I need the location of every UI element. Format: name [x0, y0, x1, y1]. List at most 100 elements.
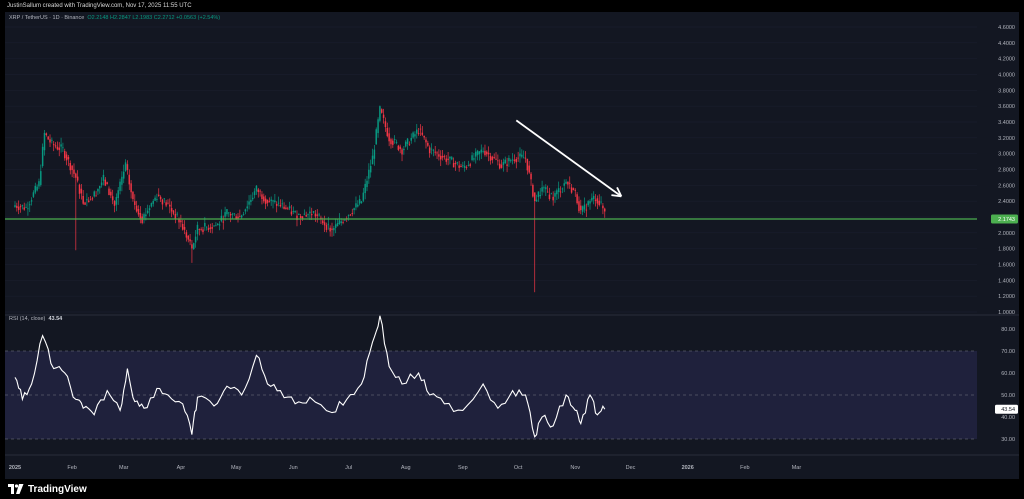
candle-body: [82, 195, 84, 204]
symbol-title: XRP / TetherUS · 1D · Binance: [9, 15, 85, 21]
candle-body: [439, 155, 442, 160]
candle-body: [462, 165, 464, 167]
candle-body: [498, 163, 501, 169]
candle-body: [454, 162, 457, 165]
price-axis-label: 2.0000: [998, 231, 1015, 237]
candle-body: [524, 157, 527, 159]
candle-body: [552, 196, 554, 201]
candle-body: [16, 205, 18, 208]
candle-body: [565, 181, 567, 184]
candle-body: [576, 194, 578, 204]
candle-body: [263, 196, 265, 202]
candle-body: [364, 183, 366, 194]
candle-body: [368, 169, 370, 179]
candle-body: [550, 193, 553, 195]
candle-body: [314, 213, 317, 217]
candle-body: [556, 190, 558, 195]
candle-body: [493, 157, 495, 158]
price-axis-label: 2.8000: [998, 168, 1015, 174]
candle-body: [161, 199, 164, 205]
candle-body: [390, 139, 392, 145]
time-axis-label: Sep: [458, 465, 468, 471]
candle-body: [242, 214, 245, 215]
candle-body: [19, 206, 22, 208]
candle-body: [336, 223, 339, 227]
candles: [14, 105, 606, 293]
candle-body: [102, 174, 105, 181]
candle-body: [65, 154, 68, 161]
candle-body: [268, 201, 271, 203]
downtrend-arrow: [515, 119, 622, 198]
candle-body: [158, 194, 160, 197]
candle-body: [215, 225, 217, 227]
candle-body: [375, 129, 377, 145]
rsi-axis-label: 50.00: [1001, 393, 1015, 399]
candle-body: [51, 139, 53, 141]
candle-body: [274, 200, 276, 203]
candle-body: [561, 188, 564, 190]
candle-body: [581, 206, 584, 212]
ohlc-open: O2.2148: [87, 15, 109, 21]
candle-body: [425, 139, 427, 143]
candle-body: [152, 200, 154, 204]
candle-body: [393, 139, 396, 141]
candle-body: [62, 147, 64, 149]
candle-body: [233, 213, 236, 215]
candle-body: [270, 199, 272, 201]
candle-body: [298, 213, 300, 215]
candle-body: [110, 191, 112, 196]
candle-body: [207, 228, 210, 230]
candle-body: [143, 214, 145, 219]
candle-body: [329, 227, 331, 232]
candle-body: [445, 158, 448, 162]
time-axis-label: Feb: [67, 465, 76, 471]
price-axis-label: 3.8000: [998, 88, 1015, 94]
rsi-axis-label: 30.00: [1001, 437, 1015, 443]
candle-body: [430, 148, 433, 150]
candle-body: [563, 183, 565, 186]
candle-body: [539, 195, 542, 197]
candle-body: [122, 171, 125, 179]
candle-body: [178, 218, 180, 223]
candle-body: [281, 203, 283, 205]
candle-body: [222, 221, 225, 223]
tradingview-logo[interactable]: TradingView: [8, 482, 87, 496]
candle-body: [436, 152, 438, 154]
ohlc-close: C2.2712: [153, 15, 175, 21]
rsi-legend[interactable]: RSI (14, close) 43.54: [9, 316, 62, 322]
candle-body: [519, 153, 521, 157]
candle-body: [194, 236, 197, 243]
candle-body: [475, 151, 477, 157]
candle-body: [528, 165, 530, 173]
candle-body: [213, 225, 215, 227]
candle-body: [406, 138, 409, 144]
candle-body: [21, 205, 24, 207]
price-axis-label: 4.2000: [998, 57, 1015, 63]
candle-body: [476, 150, 479, 156]
chart-svg[interactable]: 4.6000 4.4000 4.2000 4.0000 3.8000 3.6000 3.40…: [5, 12, 1019, 479]
candle-body: [504, 159, 506, 164]
candle-body: [377, 119, 379, 134]
candle-body: [347, 215, 350, 216]
rsi-value-badge-label: 43.54: [1001, 407, 1015, 413]
candle-body: [486, 151, 488, 155]
candle-body: [86, 199, 88, 201]
symbol-legend[interactable]: XRP / TetherUS · 1D · Binance O2.2148 H2…: [9, 15, 220, 21]
candle-body: [331, 228, 333, 230]
candle-body: [598, 200, 600, 206]
chart-area[interactable]: 4.6000 4.4000 4.2000 4.0000 3.8000 3.6000 3.40…: [5, 12, 1019, 479]
candle-body: [272, 200, 274, 202]
candle-body: [602, 205, 604, 209]
candle-body: [403, 148, 405, 151]
candle-body: [89, 199, 92, 201]
candle-body: [511, 159, 514, 161]
candle-body: [97, 189, 99, 192]
candle-body: [589, 201, 591, 204]
candle-body: [130, 183, 132, 193]
candle-body: [285, 207, 287, 210]
overlay: [5, 119, 977, 438]
candle-body: [209, 227, 212, 229]
candle-body: [554, 193, 556, 197]
candle-body: [522, 157, 525, 159]
candle-body: [52, 144, 55, 146]
